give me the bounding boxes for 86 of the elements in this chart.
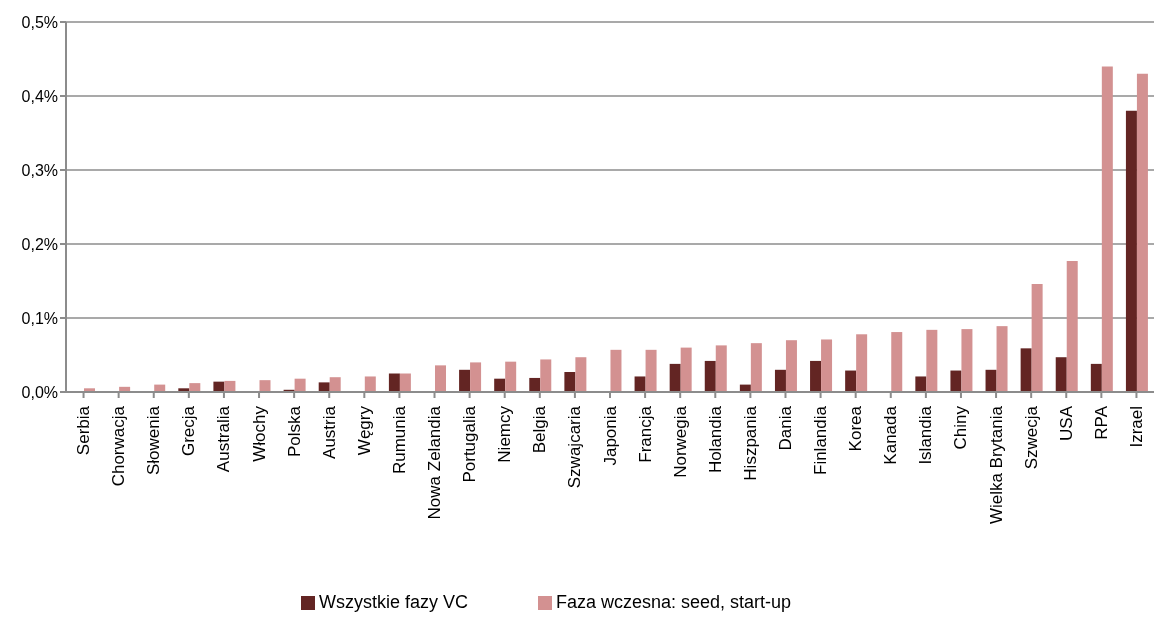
x-tick-label: Australia — [214, 405, 234, 473]
x-tick-label: Izrael — [1126, 406, 1146, 448]
x-tick-label: Korea — [846, 405, 866, 452]
bar — [1066, 261, 1078, 392]
bar — [575, 357, 587, 392]
bar — [645, 349, 657, 392]
bar — [961, 329, 973, 392]
x-tick-label: Austria — [319, 405, 339, 459]
y-tick-label: 0,4% — [21, 87, 58, 105]
bar — [388, 373, 400, 392]
x-tick-label: Serbia — [74, 405, 94, 456]
x-tick-label: Dania — [775, 405, 795, 451]
x-tick-label: Polska — [284, 405, 304, 458]
bar — [494, 378, 506, 392]
x-tick-label: Norwegia — [670, 405, 690, 478]
x-tick-label: Słowenia — [144, 405, 164, 475]
bar — [856, 334, 868, 392]
bar — [434, 365, 446, 392]
bar — [564, 372, 576, 392]
bar — [915, 376, 927, 392]
bar — [459, 369, 471, 392]
x-tick-label: Kanada — [881, 405, 901, 465]
bar — [470, 362, 482, 392]
bar — [294, 378, 306, 392]
x-tick-label: Niemcy — [495, 405, 515, 463]
bar — [364, 376, 376, 392]
x-tick-label: Chiny — [951, 405, 971, 450]
x-tick-label: Francja — [635, 405, 655, 463]
bar — [529, 377, 541, 392]
bar — [1136, 73, 1148, 392]
bar — [926, 329, 938, 392]
x-tick-label: Finlandia — [811, 405, 831, 475]
y-tick-label: 0,0% — [21, 383, 58, 401]
x-tick-label: Chorwacja — [109, 405, 129, 487]
y-tick-label: 0,3% — [21, 161, 58, 179]
bar — [634, 376, 646, 392]
y-tick-label: 0,1% — [21, 309, 58, 327]
bar — [224, 380, 236, 392]
bar — [845, 370, 857, 392]
bar — [950, 370, 962, 392]
bar — [399, 373, 411, 392]
bar — [540, 359, 552, 392]
x-tick-label: Wielka Brytania — [986, 405, 1006, 525]
bar — [996, 326, 1008, 392]
x-tick-label: Grecja — [179, 405, 199, 457]
x-tick-label: Japonia — [600, 405, 620, 466]
bar — [715, 345, 727, 392]
bar — [774, 369, 786, 392]
bar — [810, 360, 822, 392]
x-tick-label: Islandia — [916, 405, 936, 465]
y-tick-label: 0,5% — [21, 13, 58, 31]
bar — [704, 360, 716, 392]
bar — [259, 380, 271, 392]
bar — [189, 383, 201, 392]
x-tick-label: Szwajcaria — [565, 405, 585, 489]
x-tick-label: RPA — [1091, 405, 1111, 440]
x-tick-label: Rumunia — [389, 405, 409, 475]
x-tick-label: Szwecja — [1021, 405, 1041, 470]
bar — [610, 349, 622, 392]
bar — [680, 347, 692, 392]
bar — [1090, 363, 1102, 392]
bar — [1101, 66, 1113, 392]
bar — [329, 377, 341, 392]
bar — [669, 363, 681, 392]
y-tick-label: 0,2% — [21, 235, 58, 253]
x-tick-label: Nowa Zelandia — [425, 405, 445, 520]
x-tick-label: USA — [1056, 405, 1076, 441]
x-tick-label: Holandia — [705, 405, 725, 474]
bar — [318, 382, 330, 392]
bar — [891, 332, 903, 392]
x-tick-label: Hiszpania — [740, 405, 760, 481]
x-tick-label: Włochy — [249, 405, 269, 462]
bar — [1055, 357, 1067, 392]
bar — [821, 339, 833, 392]
bar — [1020, 348, 1032, 392]
x-tick-label: Węgry — [354, 405, 374, 456]
x-tick-label: Belgia — [530, 405, 550, 454]
bar — [505, 361, 517, 392]
bar — [1125, 110, 1137, 392]
bar — [1031, 283, 1043, 392]
bar — [985, 369, 997, 392]
legend-label: Wszystkie fazy VC — [318, 592, 468, 612]
bar — [785, 340, 797, 392]
bar — [750, 343, 762, 392]
legend-label: Faza wczesna: seed, start-up — [555, 592, 792, 612]
x-tick-label: Portugalia — [460, 405, 480, 483]
